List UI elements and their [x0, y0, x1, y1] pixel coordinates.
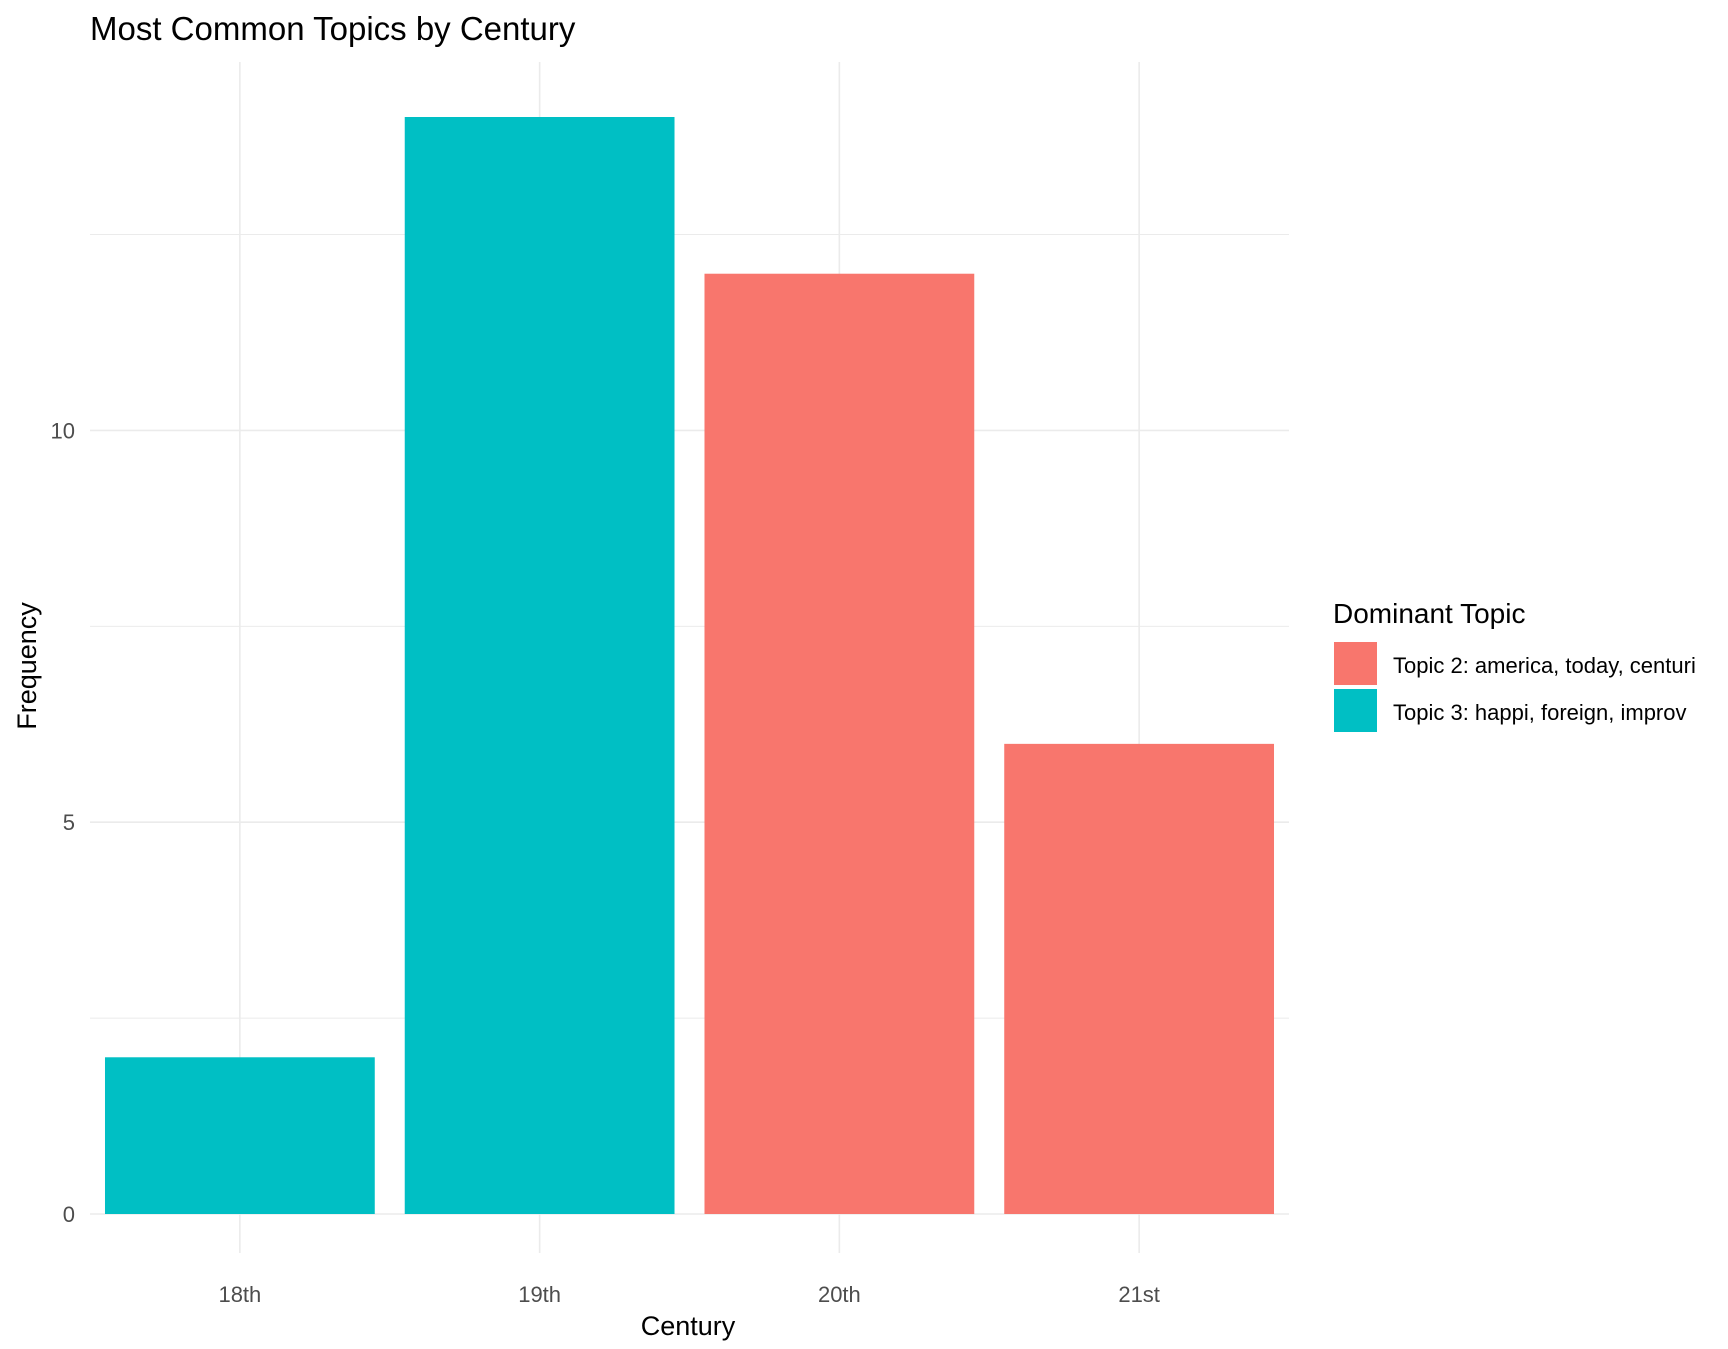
- x-tick-label: 20th: [818, 1282, 861, 1307]
- y-axis-title: Frequency: [12, 602, 42, 730]
- legend-label-topic-3: Topic 3: happi, foreign, improv: [1393, 700, 1687, 725]
- bar-19th: [404, 117, 675, 1214]
- legend-swatch-topic-3: [1334, 689, 1377, 732]
- legend-label-topic-2: Topic 2: america, today, centuri: [1393, 653, 1696, 678]
- y-tick-label: 0: [63, 1202, 75, 1227]
- legend-title: Dominant Topic: [1333, 598, 1525, 629]
- x-tick-label: 21st: [1118, 1282, 1160, 1307]
- y-tick-label: 5: [63, 810, 75, 835]
- legend-swatch-topic-2: [1334, 642, 1377, 685]
- x-axis-title: Century: [641, 1311, 736, 1341]
- chart-title: Most Common Topics by Century: [90, 10, 576, 47]
- legend: Dominant Topic Topic 2: america, today, …: [1333, 598, 1696, 732]
- bar-20th: [704, 273, 975, 1214]
- x-tick-label: 19th: [518, 1282, 561, 1307]
- bars: [104, 117, 1275, 1214]
- y-tick-label: 10: [51, 418, 75, 443]
- x-tick-label: 18th: [218, 1282, 261, 1307]
- bar-21st: [1004, 743, 1275, 1214]
- bar-18th: [104, 1057, 375, 1214]
- axis-ticks: 0 5 10 18th 19th 20th 21st: [51, 418, 1160, 1307]
